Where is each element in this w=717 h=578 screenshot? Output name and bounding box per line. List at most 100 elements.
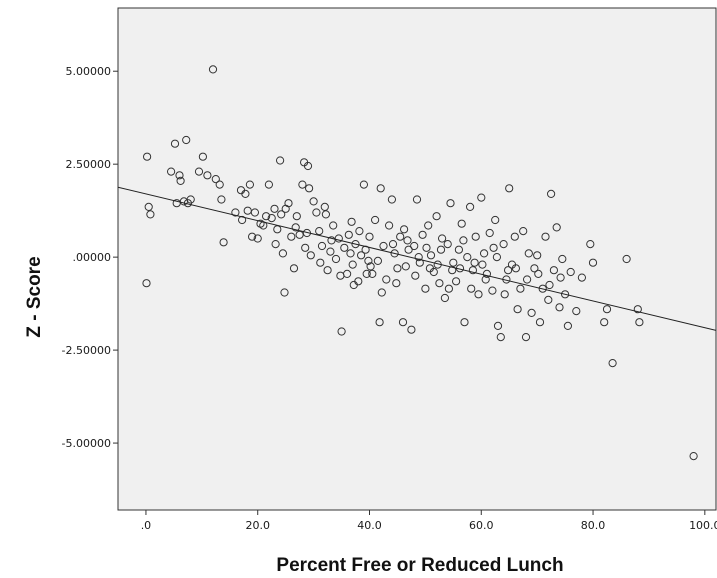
data-point [633, 305, 642, 314]
data-point [485, 228, 494, 238]
data-point [530, 264, 539, 273]
data-point [488, 286, 497, 295]
data-point [510, 232, 519, 241]
data-point [362, 269, 371, 278]
data-point [142, 279, 151, 288]
data-point [306, 251, 315, 260]
data-point [208, 65, 218, 74]
data-point [238, 215, 247, 225]
data-point [329, 221, 338, 230]
data-point [387, 195, 396, 204]
data-point [635, 318, 644, 327]
data-point [355, 227, 364, 236]
data-point [480, 249, 489, 258]
data-point [426, 251, 436, 260]
data-point [364, 256, 373, 265]
data-point [443, 240, 452, 249]
data-point [481, 275, 490, 284]
y-tick-label: 5.00000 [66, 65, 112, 78]
data-point [284, 199, 293, 208]
data-point [331, 254, 341, 264]
data-point [410, 241, 419, 251]
data-point [182, 135, 191, 145]
data-point [444, 284, 453, 293]
data-point [541, 232, 550, 241]
data-point [398, 318, 408, 327]
fit-line [117, 186, 717, 331]
data-point [390, 249, 399, 258]
data-point [493, 321, 503, 330]
data-point [359, 180, 368, 189]
data-point [436, 245, 446, 254]
data-point [586, 240, 595, 249]
data-point [167, 167, 176, 176]
data-point [534, 269, 543, 278]
data-point [558, 254, 567, 264]
data-point [276, 156, 285, 165]
data-point [298, 180, 307, 189]
data-point [424, 221, 433, 230]
data-point [403, 236, 412, 245]
data-point [231, 208, 240, 217]
data-point [440, 293, 449, 303]
data-point [563, 321, 573, 330]
data-point [466, 202, 475, 211]
data-point [392, 279, 401, 288]
data-point [175, 171, 184, 180]
data-point [215, 180, 224, 189]
data-point [600, 318, 609, 327]
data-point [422, 243, 431, 252]
data-point [435, 279, 444, 288]
data-point [327, 236, 336, 245]
data-point [388, 240, 398, 249]
data-point [544, 295, 553, 304]
data-point [280, 288, 289, 297]
data-point [301, 243, 310, 252]
data-point [561, 290, 570, 299]
data-point [326, 247, 335, 256]
data-point [382, 275, 391, 284]
data-point [334, 234, 343, 243]
data-point [556, 273, 565, 282]
data-point [349, 280, 358, 290]
data-point [371, 215, 380, 225]
x-tick-label: 40.0 [357, 519, 382, 532]
data-point [496, 333, 505, 342]
data-point [421, 284, 430, 293]
data-point [608, 359, 617, 368]
data-point [622, 254, 631, 264]
data-point [504, 266, 513, 275]
x-axis: .0 20.0 40.0 60.0 80.0 100.0 [141, 510, 717, 532]
data-point [452, 277, 461, 286]
data-point [432, 212, 441, 221]
data-point [317, 241, 327, 251]
data-point [555, 303, 564, 312]
data-point [566, 267, 575, 277]
data-point [143, 152, 152, 161]
data-point [414, 253, 423, 262]
data-point [245, 180, 254, 189]
data-point [577, 273, 587, 282]
x-tick-label: 100.0 [689, 519, 717, 532]
y-axis-title: Z - Score [24, 256, 45, 337]
data-point [170, 139, 180, 148]
y-tick-label: -5.00000 [62, 437, 111, 450]
x-tick-label: 20.0 [245, 519, 270, 532]
data-point [454, 245, 463, 254]
data-point [351, 240, 360, 249]
data-point [411, 271, 420, 280]
y-tick-label: 2.50000 [66, 158, 112, 171]
data-point [459, 236, 468, 245]
data-point [499, 240, 508, 249]
data-point [347, 217, 356, 226]
data-point [513, 305, 522, 314]
data-point [376, 184, 385, 193]
data-point [241, 189, 250, 198]
data-point [248, 232, 257, 241]
data-point [186, 195, 195, 204]
data-point [505, 184, 514, 193]
data-point [516, 284, 525, 293]
data-point [588, 258, 598, 267]
data-point [377, 288, 386, 297]
